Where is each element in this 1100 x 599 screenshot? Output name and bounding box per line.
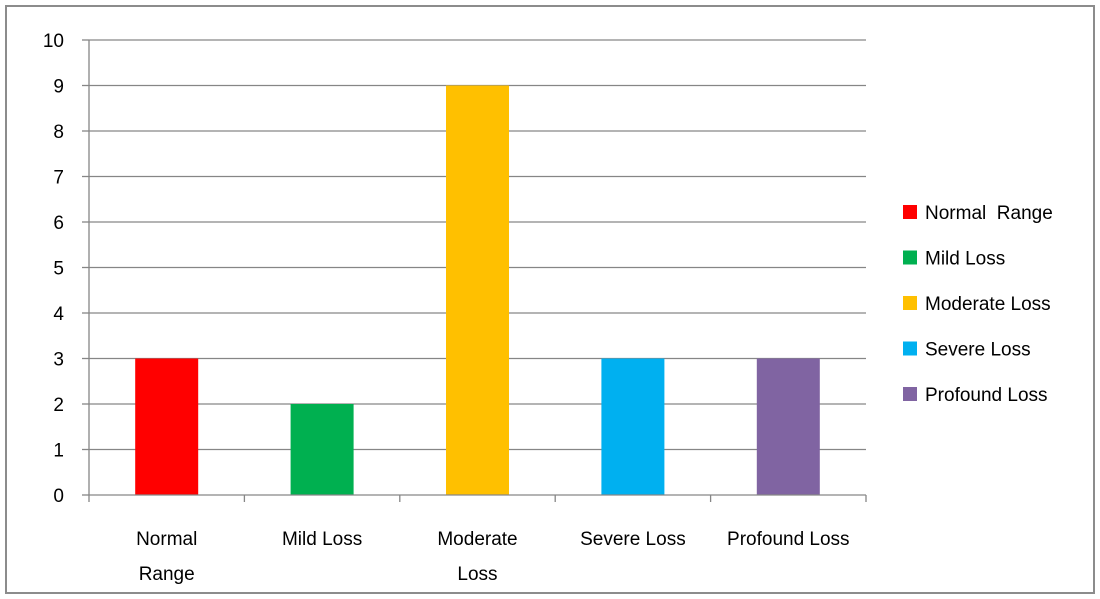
x-category-label: Moderate: [437, 529, 517, 550]
x-category-label: Profound Loss: [727, 529, 850, 550]
legend-label: Mild Loss: [925, 249, 1005, 270]
y-tick-labels: 0 1 2 3 4 5 6 7 8 9 10: [43, 31, 65, 507]
bar-severe-loss: [601, 358, 665, 495]
legend-swatch: [903, 296, 917, 310]
legend: Normal Range Mild Loss Moderate Loss Severe…: [903, 203, 1053, 406]
axes: [82, 39, 867, 502]
y-tick-label: 4: [53, 304, 64, 325]
legend-label: Profound Loss: [925, 385, 1048, 406]
legend-label: Severe Loss: [925, 340, 1031, 361]
bar-profound-loss: [756, 358, 820, 495]
y-tick-label: 8: [53, 122, 64, 143]
x-category-label: Mild Loss: [282, 529, 362, 550]
y-tick-label: 5: [53, 259, 64, 280]
y-tick-label: 0: [53, 486, 64, 507]
bar-normal-range: [135, 358, 199, 495]
bar-mild-loss: [290, 404, 354, 495]
y-tick-label: 1: [53, 441, 64, 462]
y-tick-label: 7: [53, 168, 64, 189]
legend-swatch: [903, 205, 917, 219]
y-tick-label: 10: [43, 31, 64, 52]
x-category-labels: Normal Range Mild Loss Moderate Loss Severe L…: [136, 529, 849, 585]
legend-swatch: [903, 387, 917, 401]
x-category-label: Loss: [457, 564, 497, 585]
y-tick-label: 6: [53, 213, 64, 234]
legend-label: Moderate Loss: [925, 294, 1051, 315]
x-category-label: Normal: [136, 529, 197, 550]
bar-moderate-loss: [446, 85, 509, 495]
legend-swatch: [903, 250, 917, 265]
bars: [135, 85, 820, 495]
y-tick-label: 3: [53, 350, 64, 371]
x-category-label: Severe Loss: [580, 529, 686, 550]
legend-swatch: [903, 341, 917, 356]
y-tick-label: 2: [53, 395, 64, 416]
legend-label: Normal Range: [925, 203, 1053, 224]
x-category-label: Range: [139, 564, 195, 585]
y-tick-label: 9: [53, 77, 64, 98]
